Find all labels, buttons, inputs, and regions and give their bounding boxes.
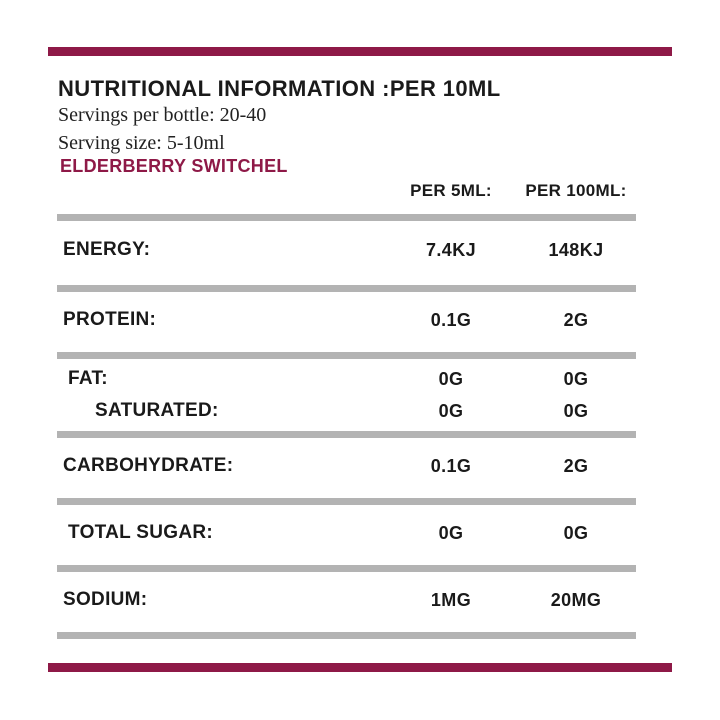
row-divider bbox=[57, 285, 636, 292]
row-value-per-100ml: 2G bbox=[563, 455, 589, 476]
column-header-per-5ml: PER 5ML: bbox=[410, 181, 492, 200]
row-divider bbox=[57, 352, 636, 359]
row-value-per-5ml: 0G bbox=[438, 400, 464, 421]
column-header-row: PER 5ML: PER 100ML: bbox=[57, 181, 636, 201]
row-value-per-100ml: 2G bbox=[563, 309, 589, 330]
row-value-per-100ml: 0G bbox=[563, 400, 589, 421]
row-value-per-100ml: 0G bbox=[563, 368, 589, 389]
row-value-per-5ml: 0G bbox=[438, 368, 464, 389]
row-divider bbox=[57, 214, 636, 221]
row-label: CARBOHYDRATE: bbox=[63, 455, 234, 476]
row-divider bbox=[57, 431, 636, 438]
table-section-fat: FAT: 0G 0G SATURATED: 0G 0G bbox=[57, 359, 636, 431]
row-value-per-100ml: 20MG bbox=[550, 589, 602, 610]
bottom-brand-bar bbox=[48, 663, 672, 672]
row-value-per-5ml: 1MG bbox=[430, 589, 472, 610]
row-value-per-5ml: 0G bbox=[438, 522, 464, 543]
row-label: SODIUM: bbox=[63, 589, 148, 610]
top-brand-bar bbox=[48, 47, 672, 56]
row-label: TOTAL SUGAR: bbox=[68, 522, 214, 543]
servings-per-bottle: Servings per bottle: 20-40 bbox=[58, 104, 267, 126]
row-label: PROTEIN: bbox=[63, 309, 157, 330]
row-value-per-5ml: 0.1G bbox=[430, 455, 472, 476]
serving-size: Serving size: 5-10ml bbox=[58, 132, 225, 154]
serving-info: Servings per bottle: 20-40 Serving size:… bbox=[58, 101, 266, 157]
table-row-sodium: SODIUM: 1MG 20MG bbox=[57, 572, 636, 632]
product-name: ELDERBERRY SWITCHEL bbox=[60, 156, 288, 176]
table-row-total-sugar: TOTAL SUGAR: 0G 0G bbox=[57, 505, 636, 565]
row-label: FAT: bbox=[68, 368, 108, 389]
row-label: ENERGY: bbox=[63, 239, 151, 260]
row-value-per-100ml: 0G bbox=[563, 522, 589, 543]
table-row-saturated: SATURATED: 0G 0G bbox=[57, 400, 636, 422]
row-label: SATURATED: bbox=[95, 400, 219, 421]
column-header-per-100ml: PER 100ML: bbox=[525, 181, 627, 200]
table-row-carbohydrate: CARBOHYDRATE: 0.1G 2G bbox=[57, 438, 636, 498]
row-divider bbox=[57, 498, 636, 505]
table-row-energy: ENERGY: 7.4KJ 148KJ bbox=[57, 221, 636, 285]
row-value-per-5ml: 0.1G bbox=[430, 309, 472, 330]
row-value-per-5ml: 7.4KJ bbox=[425, 239, 477, 260]
row-divider bbox=[57, 565, 636, 572]
table-row-fat: FAT: 0G 0G bbox=[57, 368, 636, 390]
row-divider bbox=[57, 632, 636, 639]
row-value-per-100ml: 148KJ bbox=[548, 239, 604, 260]
table-row-protein: PROTEIN: 0.1G 2G bbox=[57, 292, 636, 352]
page-title: NUTRITIONAL INFORMATION :PER 10ML bbox=[58, 75, 501, 101]
nutrition-table: PER 5ML: PER 100ML: ENERGY: 7.4KJ 148KJ … bbox=[57, 181, 636, 639]
